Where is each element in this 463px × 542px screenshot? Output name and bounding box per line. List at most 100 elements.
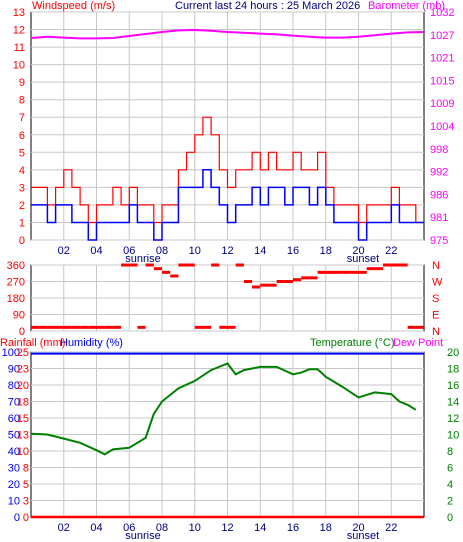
temperature-y-tick-label: 14	[447, 397, 459, 409]
rain-y-tick-label: 8	[23, 463, 29, 475]
rainfall-title: Rainfall (mm)	[0, 337, 65, 349]
rain-y-tick-label: 0	[23, 512, 29, 524]
direction-y-tick-label: 360	[7, 260, 25, 272]
temperature-y-tick-label: 16	[447, 380, 459, 392]
wind-y-tick-label: 9	[19, 77, 25, 89]
barometer-y-tick-label: 1021	[430, 53, 454, 65]
barometer-y-tick-label: 998	[430, 144, 448, 156]
x-tick-label: 20	[352, 245, 364, 257]
direction-compass-label: N	[432, 326, 440, 338]
x-tick-label: 16	[287, 522, 299, 534]
wind-y-tick-label: 10	[13, 60, 25, 72]
x-tick-label: 12	[221, 245, 233, 257]
windspeed-average-series-line	[31, 169, 424, 241]
direction-y-tick-label: 180	[7, 293, 25, 305]
barometer-y-tick-label: 1004	[430, 121, 454, 133]
rain-y-tick-label: 13	[17, 430, 29, 442]
humidity-y-tick-label: 60	[8, 413, 20, 425]
wind-y-tick-label: 13	[13, 7, 25, 19]
x-tick-label: 18	[320, 245, 332, 257]
temperature-y-tick-label: 0	[447, 512, 453, 524]
temperature-y-tick-label: 18	[447, 364, 459, 376]
temperature-title: Temperature (°C)	[310, 337, 394, 349]
direction-compass-label: E	[432, 310, 439, 322]
rain-y-tick-label: 5	[23, 479, 29, 491]
humidity-y-tick-label: 80	[8, 380, 20, 392]
humidity-y-tick-label: 10	[8, 496, 20, 508]
wind-y-tick-label: 6	[19, 130, 25, 142]
x-tick-label: 10	[189, 522, 201, 534]
humidity-y-tick-label: 90	[8, 364, 20, 376]
sunrise-label: sunrise	[125, 253, 160, 265]
wind-y-tick-label: 2	[19, 200, 25, 212]
barometer-y-tick-label: 981	[430, 212, 448, 224]
x-tick-label: 14	[254, 522, 266, 534]
rain-y-tick-label: 3	[23, 496, 29, 508]
barometer-y-tick-label: 1032	[430, 7, 454, 19]
x-tick-label: 22	[385, 522, 397, 534]
wind-y-tick-label: 7	[19, 112, 25, 124]
direction-y-tick-label: 270	[7, 277, 25, 289]
rain-y-tick-label: 25	[17, 347, 29, 359]
x-tick-label: 16	[287, 245, 299, 257]
x-tick-label: 06	[123, 245, 135, 257]
barometer-y-tick-label: 992	[430, 167, 448, 179]
barometer-y-tick-label: 1015	[430, 75, 454, 87]
rain-y-tick-label: 10	[17, 446, 29, 458]
barometer-title: Barometer (mb)	[368, 0, 445, 12]
humidity-y-tick-label: 20	[8, 479, 20, 491]
rain-y-tick-label: 18	[17, 397, 29, 409]
temperature-y-tick-label: 12	[447, 413, 459, 425]
sunset-label: sunset	[347, 530, 379, 542]
chart-title: Current last 24 hours : 25 March 2026	[175, 0, 360, 12]
wind-y-tick-label: 4	[19, 165, 25, 177]
wind-y-tick-label: 5	[19, 147, 25, 159]
windspeed-gust-series-line	[31, 116, 424, 224]
x-tick-label: 06	[123, 522, 135, 534]
sunset-label: sunset	[347, 253, 379, 265]
temperature-y-tick-label: 4	[447, 479, 453, 491]
x-tick-label: 04	[90, 522, 102, 534]
barometer-y-tick-label: 1027	[430, 30, 454, 42]
temperature-y-tick-label: 20	[447, 347, 459, 359]
x-tick-label: 08	[156, 522, 168, 534]
temperature-y-tick-label: 8	[447, 446, 453, 458]
wind-y-tick-label: 11	[14, 42, 25, 54]
temperature-series-line	[30, 362, 417, 456]
sunrise-label: sunrise	[125, 530, 160, 542]
direction-compass-label: S	[432, 293, 439, 305]
x-tick-label: 10	[189, 245, 201, 257]
humidity-y-tick-label: 40	[8, 446, 20, 458]
x-tick-label: 04	[90, 245, 102, 257]
humidity-y-tick-label: 50	[8, 430, 20, 442]
rain-y-tick-label: 23	[17, 364, 29, 376]
barometer-series-line	[30, 28, 425, 40]
direction-compass-label: W	[432, 277, 443, 289]
x-tick-label: 12	[221, 522, 233, 534]
dewpoint-title: Dew Point	[393, 337, 443, 349]
wind-y-tick-label: 8	[19, 95, 25, 107]
x-tick-label: 20	[352, 522, 364, 534]
x-tick-label: 18	[320, 522, 332, 534]
direction-y-tick-label: 0	[19, 326, 25, 338]
humidity-y-tick-label: 100	[2, 347, 20, 359]
barometer-y-tick-label: 986	[430, 189, 448, 201]
wind-y-tick-label: 3	[19, 182, 25, 194]
humidity-y-tick-label: 70	[8, 397, 20, 409]
rain-y-tick-label: 20	[17, 380, 29, 392]
rain-y-tick-label: 15	[17, 413, 29, 425]
temperature-y-tick-label: 6	[447, 463, 453, 475]
temperature-y-tick-label: 2	[447, 496, 453, 508]
wind-y-tick-label: 1	[19, 217, 25, 229]
humidity-y-tick-label: 30	[8, 463, 20, 475]
direction-compass-label: N	[432, 260, 440, 272]
x-tick-label: 08	[156, 245, 168, 257]
x-tick-label: 02	[58, 245, 70, 257]
x-tick-label: 22	[385, 245, 397, 257]
temperature-y-tick-label: 10	[447, 430, 459, 442]
wind-y-tick-label: 12	[13, 25, 25, 37]
x-tick-label: 02	[58, 522, 70, 534]
direction-y-tick-label: 90	[13, 310, 25, 322]
barometer-y-tick-label: 1009	[430, 98, 454, 110]
